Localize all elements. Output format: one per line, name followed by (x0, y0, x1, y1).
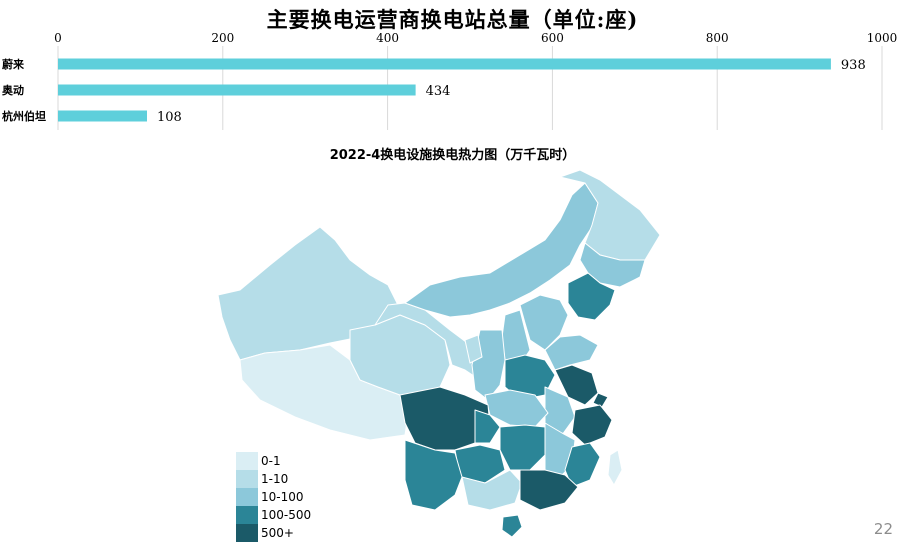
heatmap-title: 2022-4换电设施换电热力图（万千瓦时） (329, 148, 576, 163)
region-yunnan (404, 439, 463, 511)
region-guangxi (461, 469, 523, 511)
category-label: 杭州伯坦 (2, 109, 46, 123)
region-henan (504, 354, 556, 401)
bar (58, 84, 416, 96)
legend-item: 1-10 (236, 470, 311, 488)
legend-label: 0-1 (261, 454, 281, 468)
data-label: 938 (841, 58, 866, 73)
legend-label: 1-10 (261, 472, 289, 486)
region-anhui (544, 386, 576, 436)
legend-item: 0-1 (236, 452, 311, 470)
legend-swatch (236, 452, 258, 470)
region-chongqing (474, 409, 501, 444)
page-number: 22 (873, 520, 893, 538)
x-tick-label: 400 (376, 31, 399, 45)
region-zhejiang (571, 404, 613, 446)
bar (58, 58, 831, 70)
legend-swatch (236, 506, 258, 524)
x-tick-label: 200 (211, 31, 234, 45)
region-ningxia (464, 334, 483, 364)
region-taiwan (607, 449, 623, 486)
region-hunan (499, 424, 546, 471)
legend-swatch (236, 470, 258, 488)
data-label: 108 (157, 110, 182, 125)
legend-swatch (236, 488, 258, 506)
region-jilin (579, 242, 646, 288)
legend-swatch (236, 524, 258, 542)
legend-label: 500+ (261, 526, 294, 540)
legend-item: 10-100 (236, 488, 311, 506)
china-heatmap (217, 169, 660, 538)
region-guangdong (519, 469, 579, 511)
category-label: 蔚来 (2, 57, 25, 71)
region-hebei (519, 294, 569, 351)
data-label: 434 (426, 84, 451, 99)
x-tick-label: 800 (706, 31, 729, 45)
chart-title: 主要换电运营商换电站总量（单位:座) (266, 7, 639, 32)
legend-label: 100-500 (261, 508, 312, 522)
x-tick-label: 1000 (867, 31, 898, 45)
bar (58, 110, 147, 122)
x-tick-label: 600 (541, 31, 564, 45)
bar-chart: 0 200 400 600 800 1000 蔚来 938 奥动 434 杭州伯坦 108 (1, 31, 898, 130)
legend-label: 10-100 (261, 490, 304, 504)
region-liaoning (567, 272, 616, 321)
heatmap-legend: 0-1 1-10 10-100 100-500 500+ (236, 452, 311, 542)
region-hubei (484, 389, 549, 428)
region-fujian (564, 442, 601, 488)
legend-item: 500+ (236, 524, 311, 542)
x-tick-label: 0 (54, 31, 62, 45)
legend-item: 100-500 (236, 506, 311, 524)
region-hainan (501, 514, 523, 538)
category-label: 奥动 (1, 83, 24, 97)
